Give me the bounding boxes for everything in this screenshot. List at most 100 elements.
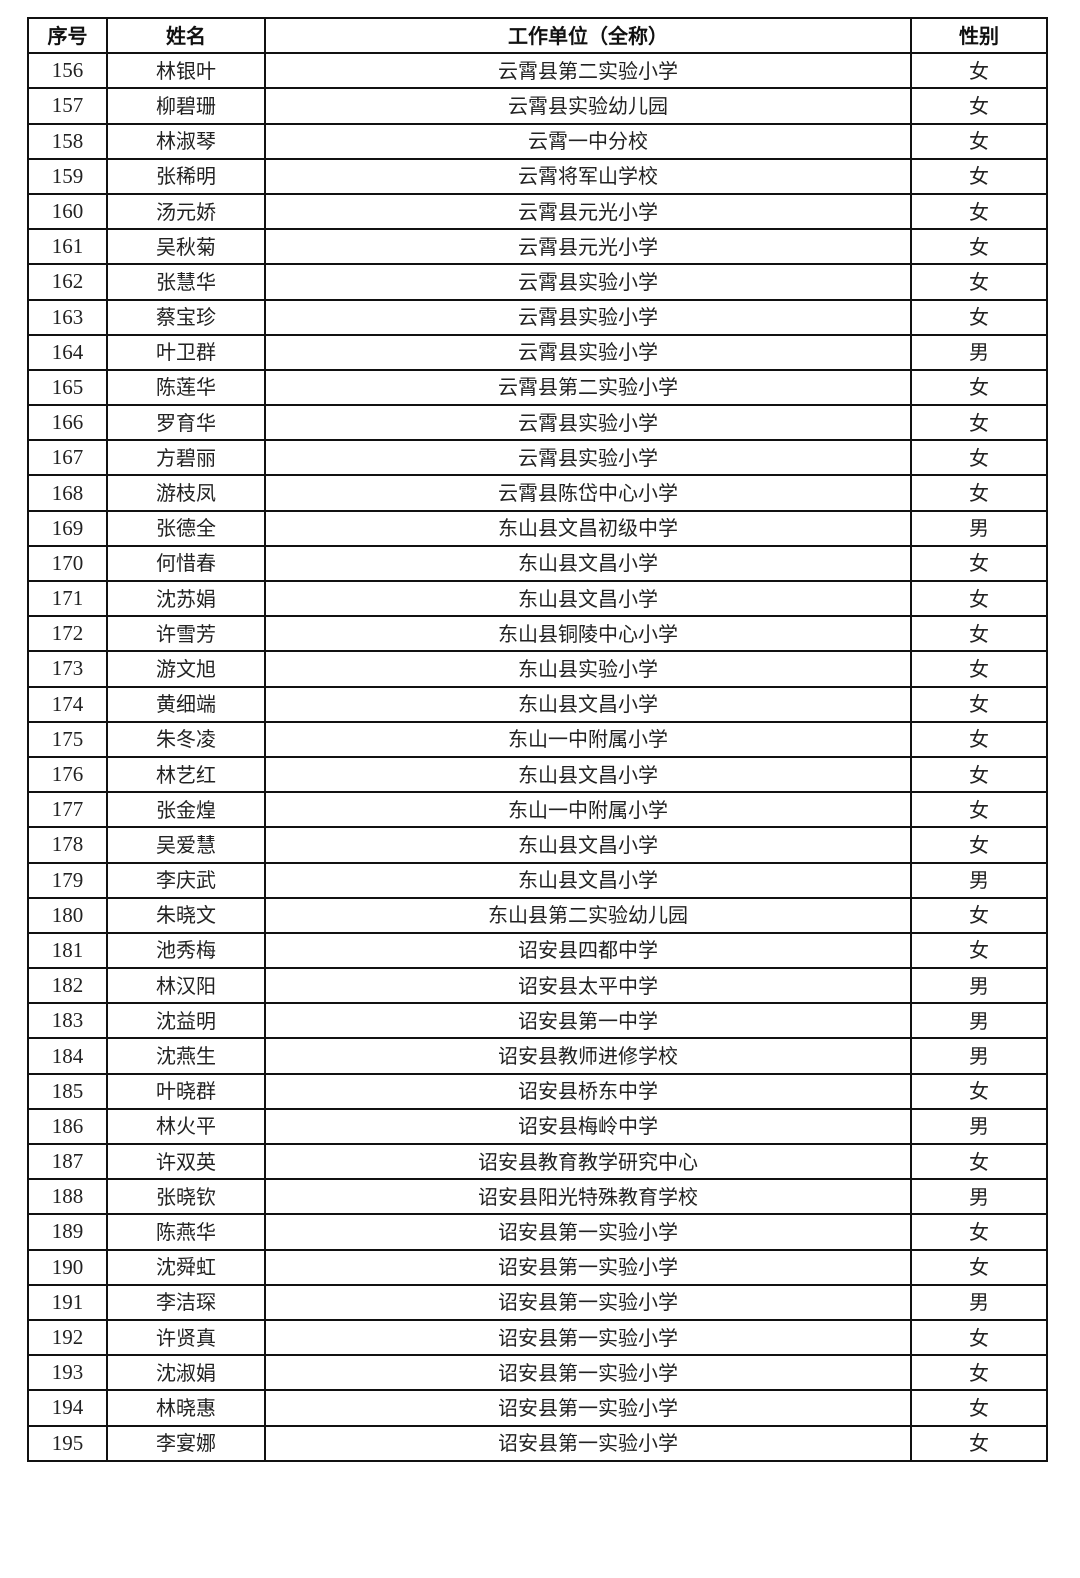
- header-name: 姓名: [106, 16, 266, 55]
- cell-workplace: 东山县文昌小学: [264, 579, 912, 618]
- cell-gender: 女: [910, 1424, 1048, 1462]
- cell-index: 165: [27, 368, 108, 407]
- table-row: 180 朱晓文 东山县第二实验幼儿园女: [27, 896, 1048, 934]
- cell-index: 157: [27, 87, 108, 125]
- cell-gender: 男: [910, 1107, 1048, 1146]
- header-gender: 性别: [910, 16, 1048, 55]
- cell-index: 162: [27, 263, 108, 301]
- cell-name: 游文旭: [106, 650, 266, 688]
- cell-workplace: 诏安县第一中学: [264, 1002, 912, 1040]
- cell-gender: 女: [910, 122, 1048, 160]
- cell-gender: 女: [910, 368, 1048, 407]
- table-row: 191 李洁琛 诏安县第一实验小学男: [27, 1283, 1048, 1321]
- cell-index: 167: [27, 439, 108, 477]
- cell-name: 汤元娇: [106, 192, 266, 231]
- cell-name: 陈燕华: [106, 1213, 266, 1251]
- cell-index: 163: [27, 298, 108, 336]
- cell-workplace: 诏安县第一实验小学: [264, 1283, 912, 1321]
- cell-name: 吴爱慧: [106, 826, 266, 864]
- table-row: 186 林火平 诏安县梅岭中学男: [27, 1107, 1048, 1146]
- table-row: 159 张稀明 云霄将军山学校女: [27, 157, 1048, 195]
- cell-gender: 男: [910, 861, 1048, 899]
- cell-workplace: 东山县文昌小学: [264, 685, 912, 723]
- cell-name: 许雪芳: [106, 615, 266, 653]
- cell-gender: 男: [910, 509, 1048, 547]
- cell-workplace: 诏安县第一实验小学: [264, 1354, 912, 1392]
- table-row: 189 陈燕华 诏安县第一实验小学女: [27, 1213, 1048, 1251]
- cell-gender: 女: [910, 439, 1048, 477]
- table-row: 174 黄细端 东山县文昌小学女: [27, 685, 1048, 723]
- cell-index: 156: [27, 52, 108, 90]
- cell-index: 193: [27, 1354, 108, 1392]
- cell-gender: 女: [910, 1389, 1048, 1427]
- cell-index: 182: [27, 967, 108, 1005]
- cell-workplace: 诏安县教师进修学校: [264, 1037, 912, 1075]
- table-row: 173 游文旭 东山县实验小学女: [27, 650, 1048, 688]
- cell-index: 190: [27, 1248, 108, 1286]
- cell-gender: 女: [910, 298, 1048, 336]
- cell-name: 沈益明: [106, 1002, 266, 1040]
- cell-index: 175: [27, 720, 108, 758]
- cell-index: 170: [27, 544, 108, 583]
- cell-index: 173: [27, 650, 108, 688]
- header-workplace: 工作单位（全称）: [264, 16, 912, 55]
- cell-workplace: 东山县文昌小学: [264, 826, 912, 864]
- cell-index: 161: [27, 228, 108, 266]
- cell-workplace: 云霄县实验小学: [264, 439, 912, 477]
- table-row: 179 李庆武 东山县文昌小学男: [27, 861, 1048, 899]
- cell-name: 叶卫群: [106, 333, 266, 371]
- cell-index: 195: [27, 1424, 108, 1462]
- table-row: 165 陈莲华 云霄县第二实验小学女: [27, 368, 1048, 407]
- table-row: 170 何惜春 东山县文昌小学女: [27, 544, 1048, 583]
- cell-gender: 男: [910, 1178, 1048, 1216]
- cell-name: 池秀梅: [106, 931, 266, 970]
- cell-workplace: 诏安县梅岭中学: [264, 1107, 912, 1146]
- table-row: 188 张晓钦 诏安县阳光特殊教育学校男: [27, 1178, 1048, 1216]
- table-row: 176 林艺红 东山县文昌小学女: [27, 755, 1048, 794]
- cell-workplace: 诏安县第一实验小学: [264, 1213, 912, 1251]
- table-row: 163 蔡宝珍 云霄县实验小学女: [27, 298, 1048, 336]
- table-header-row: 序号 姓名 工作单位（全称） 性别: [27, 16, 1048, 55]
- cell-gender: 女: [910, 826, 1048, 864]
- table-row: 172 许雪芳 东山县铜陵中心小学女: [27, 615, 1048, 653]
- cell-workplace: 云霄县实验幼儿园: [264, 87, 912, 125]
- cell-workplace: 云霄县第二实验小学: [264, 52, 912, 90]
- cell-name: 李庆武: [106, 861, 266, 899]
- cell-gender: 女: [910, 791, 1048, 829]
- cell-gender: 女: [910, 404, 1048, 442]
- cell-index: 183: [27, 1002, 108, 1040]
- table-row: 162 张慧华 云霄县实验小学女: [27, 263, 1048, 301]
- cell-index: 187: [27, 1142, 108, 1181]
- cell-index: 160: [27, 192, 108, 231]
- cell-name: 黄细端: [106, 685, 266, 723]
- cell-workplace: 诏安县第一实验小学: [264, 1389, 912, 1427]
- cell-index: 185: [27, 1072, 108, 1110]
- table-row: 167 方碧丽 云霄县实验小学女: [27, 439, 1048, 477]
- cell-workplace: 云霄县元光小学: [264, 192, 912, 231]
- cell-name: 林火平: [106, 1107, 266, 1146]
- cell-workplace: 诏安县第一实验小学: [264, 1248, 912, 1286]
- table-row: 195 李宴娜 诏安县第一实验小学女: [27, 1424, 1048, 1462]
- cell-name: 张金煌: [106, 791, 266, 829]
- cell-gender: 女: [910, 579, 1048, 618]
- cell-gender: 女: [910, 192, 1048, 231]
- cell-name: 蔡宝珍: [106, 298, 266, 336]
- cell-index: 177: [27, 791, 108, 829]
- cell-workplace: 诏安县四都中学: [264, 931, 912, 970]
- cell-gender: 女: [910, 720, 1048, 758]
- cell-index: 179: [27, 861, 108, 899]
- cell-workplace: 东山县实验小学: [264, 650, 912, 688]
- cell-gender: 女: [910, 1213, 1048, 1251]
- cell-workplace: 东山县文昌初级中学: [264, 509, 912, 547]
- cell-index: 176: [27, 755, 108, 794]
- table-row: 178 吴爱慧 东山县文昌小学女: [27, 826, 1048, 864]
- cell-index: 172: [27, 615, 108, 653]
- table-row: 193 沈淑娟 诏安县第一实验小学女: [27, 1354, 1048, 1392]
- cell-gender: 女: [910, 755, 1048, 794]
- cell-index: 191: [27, 1283, 108, 1321]
- cell-gender: 女: [910, 87, 1048, 125]
- cell-workplace: 云霄县元光小学: [264, 228, 912, 266]
- cell-gender: 女: [910, 1072, 1048, 1110]
- cell-name: 林银叶: [106, 52, 266, 90]
- table-row: 171 沈苏娟 东山县文昌小学女: [27, 579, 1048, 618]
